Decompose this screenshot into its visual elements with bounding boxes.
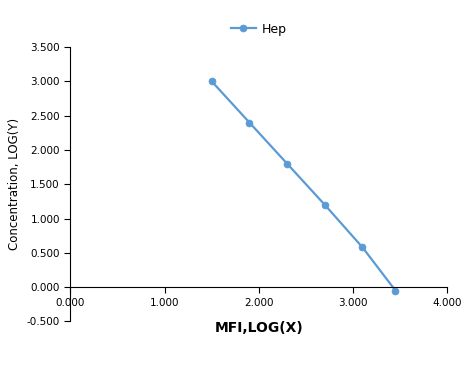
Hep xyxy=(360,245,365,250)
Hep xyxy=(284,162,290,166)
Hep xyxy=(209,79,214,84)
Legend: Hep: Hep xyxy=(226,18,292,41)
Hep xyxy=(393,288,398,293)
X-axis label: MFI,LOG(X): MFI,LOG(X) xyxy=(214,321,303,336)
Y-axis label: Concentration, LOG(Y): Concentration, LOG(Y) xyxy=(8,118,21,250)
Hep xyxy=(247,120,252,125)
Hep xyxy=(322,202,328,207)
Line: Hep: Hep xyxy=(208,78,399,294)
